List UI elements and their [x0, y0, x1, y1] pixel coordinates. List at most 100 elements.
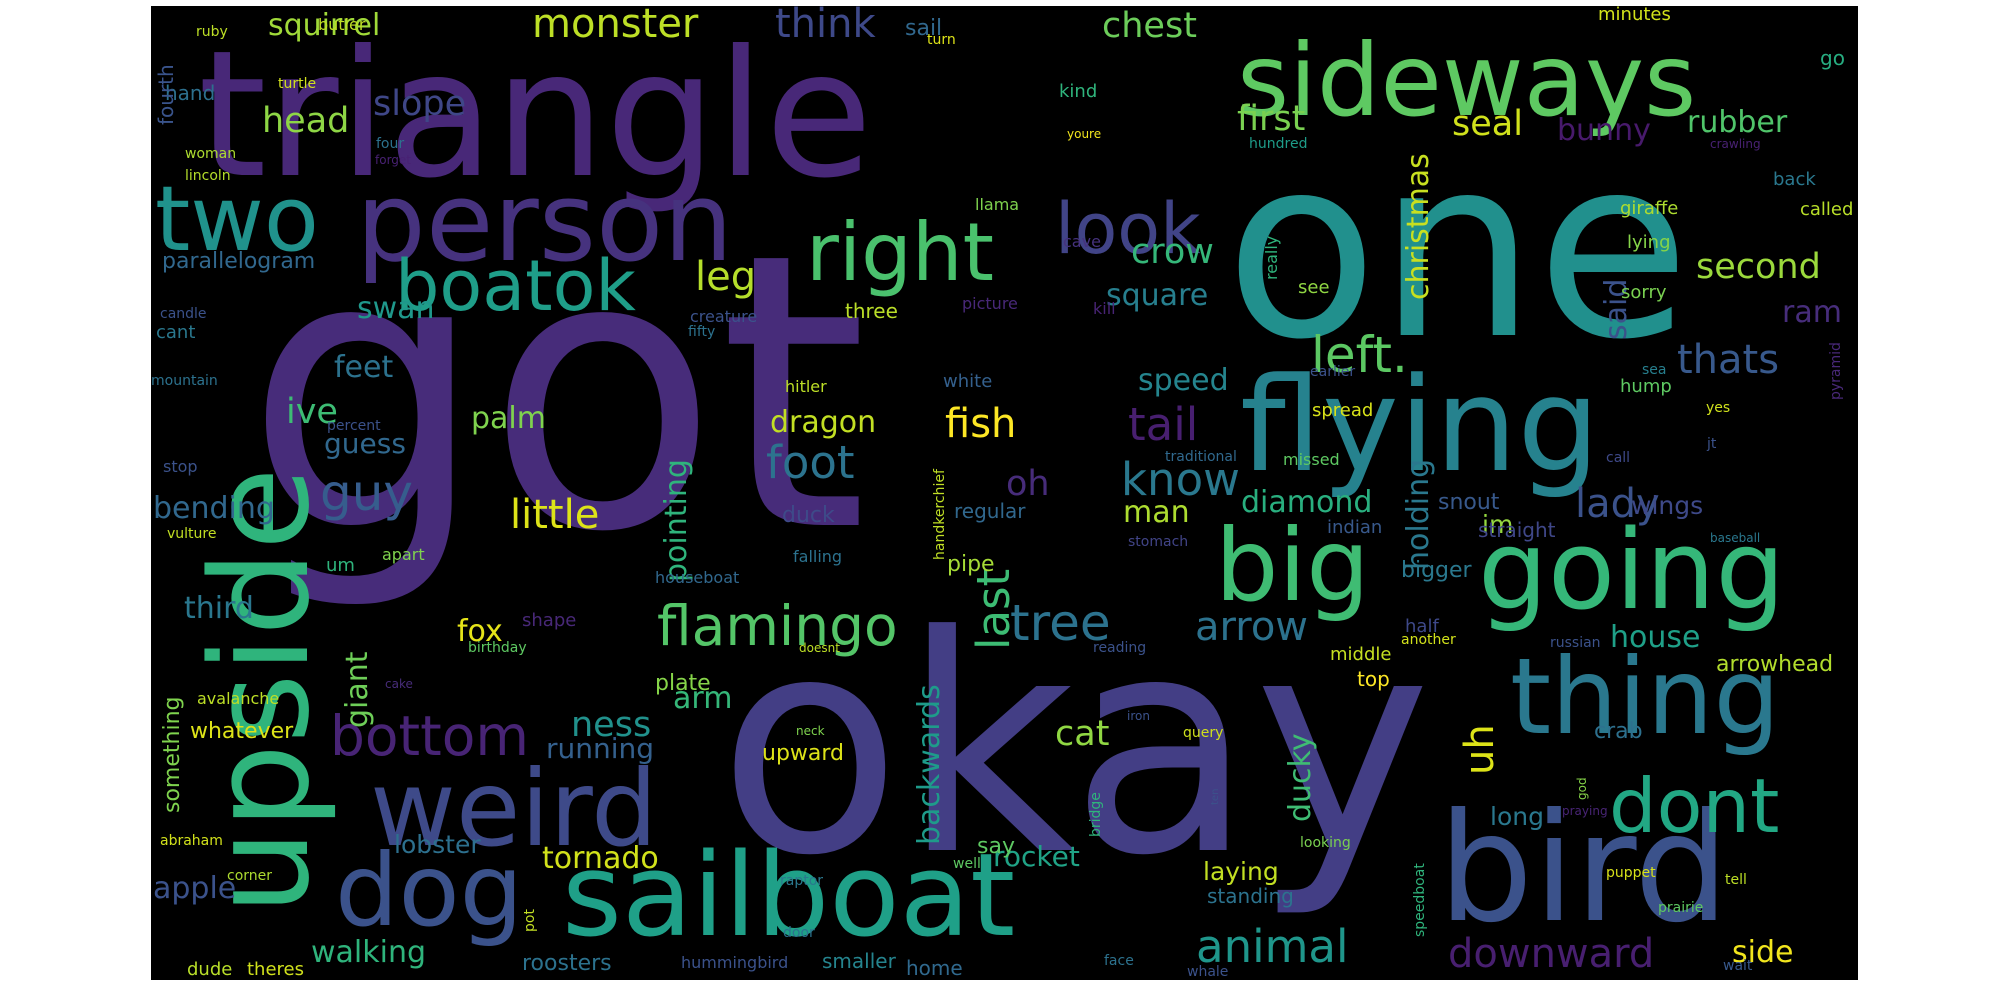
word-got: got	[245, 172, 868, 615]
word-spread: spread	[1312, 400, 1373, 421]
word-running: running	[546, 732, 654, 765]
word-ten: ten	[1210, 789, 1221, 805]
word-dog: dog	[335, 832, 523, 949]
word-palm: palm	[471, 401, 546, 436]
word-man: man	[1123, 495, 1190, 530]
word-door: door	[783, 925, 815, 941]
word-oh: oh	[1006, 464, 1050, 504]
word-snout: snout	[1438, 490, 1500, 515]
word-cant: cant	[156, 322, 195, 343]
word-pointing: pointing	[659, 459, 694, 582]
word-uh: uh	[1457, 724, 1503, 775]
word-guess: guess	[324, 427, 406, 460]
word-chest: chest	[1102, 6, 1197, 46]
word-feet: feet	[334, 350, 393, 385]
word-go: go	[1820, 46, 1845, 70]
word-thats: thats	[1677, 337, 1779, 383]
word-dont: dont	[1609, 762, 1779, 850]
word-iron: iron	[1127, 709, 1150, 723]
word-dude: dude	[187, 959, 232, 980]
word-laying: laying	[1203, 857, 1279, 886]
word-hummingbird: hummingbird	[681, 953, 788, 972]
word-four: four	[376, 136, 404, 152]
word-picture: picture	[962, 294, 1018, 313]
word-say: say	[977, 834, 1015, 859]
word-tell: tell	[1725, 872, 1747, 888]
word-mountain: mountain	[151, 373, 218, 389]
word-squirrel: squirrel	[268, 8, 380, 43]
word-um: um	[326, 555, 355, 576]
word-baseball: baseball	[1710, 531, 1760, 545]
word-ruby: ruby	[196, 24, 228, 40]
word-tree: tree	[1010, 594, 1111, 652]
word-wait: wait	[1723, 958, 1753, 974]
word-rocket: rocket	[993, 840, 1080, 873]
word-apple: apple	[153, 871, 236, 906]
word-last: last	[967, 569, 1020, 650]
word-giant: giant	[340, 651, 375, 728]
word-lobster: lobster	[394, 830, 481, 859]
word-left: left.	[1311, 326, 1408, 384]
word-fish: fish	[945, 401, 1016, 447]
word-boatok: boatok	[395, 245, 636, 327]
word-indian: indian	[1327, 517, 1382, 538]
word-triangle: triangle	[198, 14, 873, 217]
word-theres: theres	[247, 959, 304, 980]
word-whatever: whatever	[190, 719, 294, 744]
word-god: god	[1575, 777, 1589, 800]
word-guy: guy	[320, 464, 413, 522]
word-cave: cave	[1063, 232, 1101, 251]
word-turn: turn	[927, 32, 956, 48]
word-three: three	[845, 299, 898, 323]
word-slope: slope	[373, 84, 466, 124]
word-woman: woman	[185, 146, 236, 162]
word-square: square	[1106, 278, 1208, 313]
word-think: think	[775, 6, 877, 47]
word-person: person	[356, 158, 733, 286]
word-said: said	[1599, 279, 1634, 340]
word-giraffe: giraffe	[1620, 198, 1678, 219]
word-christmas: christmas	[1401, 153, 1436, 300]
word-duck: duck	[782, 503, 835, 528]
word-ducky: ducky	[1283, 733, 1318, 822]
word-well: well	[953, 856, 981, 872]
word-crab: crab	[1594, 719, 1643, 744]
word-ram: ram	[1782, 295, 1842, 330]
word-speed: speed	[1138, 363, 1229, 398]
word-monster: monster	[532, 6, 699, 47]
word-tail: tail	[1128, 398, 1198, 451]
word-speedboat: speedboat	[1412, 863, 1428, 937]
word-llama: llama	[975, 195, 1019, 214]
word-arrowhead: arrowhead	[1716, 652, 1833, 677]
word-candle: candle	[160, 306, 207, 322]
word-sorry: sorry	[1621, 282, 1667, 303]
word-neck: neck	[796, 724, 825, 738]
word-traditional: traditional	[1165, 449, 1237, 465]
word-jt: jt	[1706, 436, 1717, 452]
word-upside: upside	[182, 467, 339, 915]
word-cloud: got okay one triangle upside sailboat bird flyi…	[151, 6, 1858, 980]
word-hitler: hitler	[785, 377, 827, 396]
word-swan: swan	[357, 291, 435, 326]
word-house: house	[1610, 620, 1700, 655]
word-rubber: rubber	[1687, 105, 1788, 140]
word-regular: regular	[954, 499, 1026, 523]
word-something: something	[160, 697, 185, 813]
word-plate: plate	[655, 671, 711, 696]
word-head: head	[262, 101, 349, 141]
word-arm: arm	[673, 681, 732, 716]
word-turtle: turtle	[278, 76, 316, 92]
word-bird: bird	[1438, 782, 1729, 956]
word-crow: crow	[1131, 232, 1214, 272]
word-percent: percent	[327, 418, 381, 434]
word-top: top	[1357, 667, 1390, 691]
word-flamingo: flamingo	[657, 594, 898, 658]
word-praying: praying	[1562, 804, 1608, 818]
word-see: see	[1298, 277, 1330, 298]
word-pipe: pipe	[947, 552, 995, 577]
word-doesnt: doesnt	[799, 641, 840, 655]
word-call: call	[1606, 450, 1630, 466]
word-handkerchief: handkerchief	[932, 468, 948, 560]
word-back: back	[1773, 169, 1816, 190]
word-okay: okay	[718, 572, 1431, 921]
